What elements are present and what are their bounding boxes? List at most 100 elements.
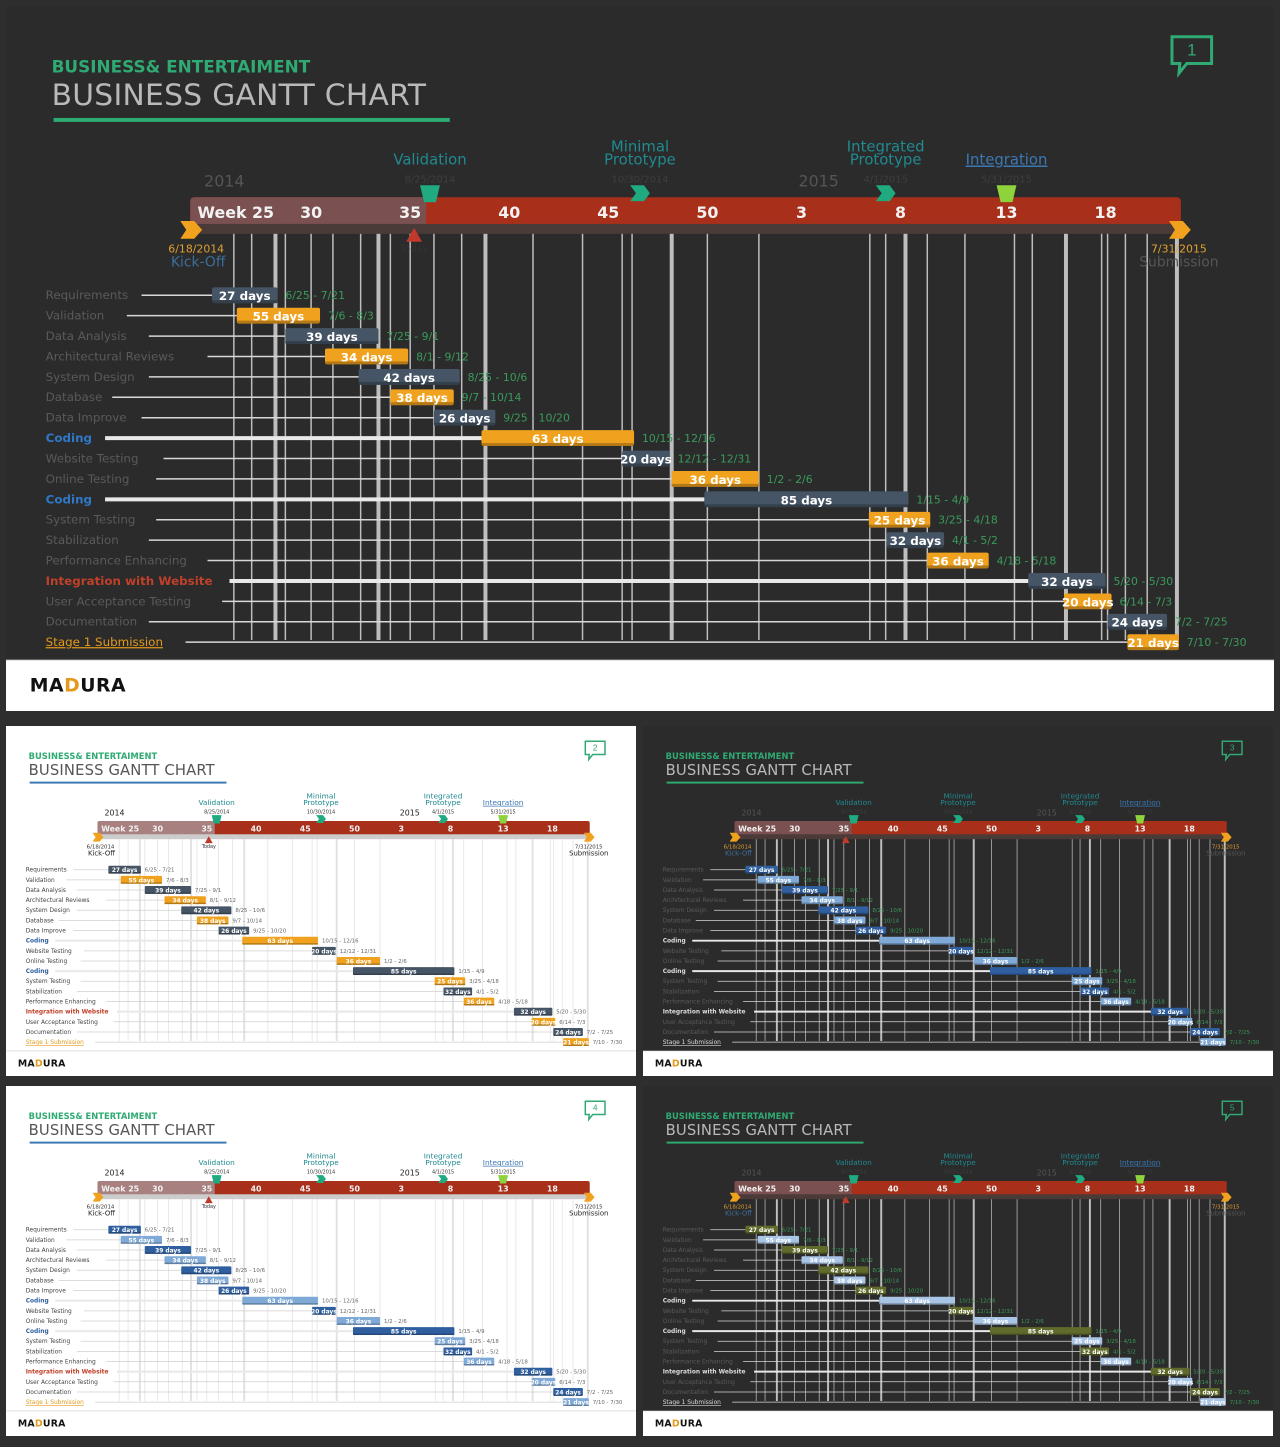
milestone-name: Integration <box>1120 798 1161 807</box>
task-bar <box>443 987 473 996</box>
task-row: Data Improve 26 days 9/25 - 10/20 <box>46 409 570 426</box>
comment-icon[interactable]: 4 <box>584 1100 607 1122</box>
milestone: Integration 5/31/2015 <box>483 1158 524 1184</box>
milestone-chevron-icon <box>953 1175 963 1183</box>
task-duration: 27 days <box>112 868 138 874</box>
slide-4[interactable]: BUSINESS& ENTERTAIMENT BUSINESS GANTT CHA… <box>6 1086 636 1436</box>
week-label: 40 <box>251 1184 262 1193</box>
comment-count: 4 <box>592 1103 598 1113</box>
week-label: 3 <box>796 203 807 222</box>
task-bar <box>781 886 829 894</box>
task-dates: 7/6 - 8/3 <box>803 1238 826 1244</box>
task-row: Data Analysis 39 days 7/25 - 9/1 <box>663 1246 858 1254</box>
slide-footer: MADURA <box>6 1410 636 1436</box>
comment-icon[interactable]: 2 <box>584 740 607 762</box>
start-date: 6/18/2014 <box>724 1205 752 1211</box>
milestone-chevron-icon <box>438 1175 448 1183</box>
title-underline <box>29 1141 227 1144</box>
milestone-date: 4/1/2015 <box>432 1170 454 1176</box>
slide-1[interactable]: BUSINESS& ENTERTAIMENT BUSINESS GANTT CHA… <box>6 6 1274 711</box>
comment-icon[interactable]: 1 <box>1169 34 1215 79</box>
slide-5[interactable]: BUSINESS& ENTERTAIMENT BUSINESS GANTT CHA… <box>643 1086 1273 1436</box>
task-name: Data Improve <box>26 1289 67 1295</box>
logo-accent: D <box>671 1418 680 1430</box>
task-dates: 8/25 - 10/6 <box>872 908 902 914</box>
milestone-date: 10/30/2014 <box>611 174 668 185</box>
task-bar <box>390 389 454 406</box>
slide-3[interactable]: BUSINESS& ENTERTAIMENT BUSINESS GANTT CHA… <box>643 726 1273 1076</box>
task-row: Architectural Reviews 34 days 8/1 - 9/12 <box>26 896 236 905</box>
task-dates: 1/15 - 4/9 <box>1095 969 1122 975</box>
task-row: Documentation 24 days 7/2 - 7/25 <box>46 613 1228 630</box>
task-dates: 9/25 - 10/20 <box>503 412 570 425</box>
week-label: 35 <box>838 1184 849 1193</box>
task-dates: 7/6 - 8/3 <box>166 878 189 884</box>
task-dates: 5/20 - 5/30 <box>556 1370 586 1376</box>
comment-icon[interactable]: 3 <box>1221 740 1244 762</box>
milestone-flag-icon <box>848 1175 859 1184</box>
task-bar <box>989 967 1092 976</box>
task-bar <box>622 450 670 467</box>
task-row: Data Analysis 39 days 7/25 - 9/1 <box>663 886 858 894</box>
milestone-date: 8/25/2014 <box>204 1170 229 1176</box>
task-dates: 1/15 - 4/9 <box>916 493 969 506</box>
milestone-name: Validation <box>393 150 466 168</box>
task-name: Architectural Reviews <box>26 1258 90 1264</box>
slide-subtitle: BUSINESS& ENTERTAIMENT <box>665 1111 795 1122</box>
week-label: 3 <box>398 1184 403 1193</box>
timeline-bar: Week 25 30 35 40 45 50 3 8 13 18 <box>734 820 1227 840</box>
end-arrow-icon <box>583 832 595 842</box>
task-dates: 7/10 - 7/30 <box>1187 636 1247 649</box>
comment-count: 2 <box>592 743 598 753</box>
task-duration: 32 days <box>520 1370 546 1376</box>
task-name: Data Improve <box>663 929 704 935</box>
task-dates: 4/1 - 5/2 <box>1113 1349 1136 1355</box>
task-duration: 21 days <box>1200 1041 1226 1047</box>
today-marker-icon <box>841 1196 850 1204</box>
task-duration: 21 days <box>1127 636 1179 650</box>
task-duration: 39 days <box>792 888 818 894</box>
task-dates: 7/6 - 8/3 <box>166 1238 189 1244</box>
task-dates: 1/2 - 2/6 <box>1021 959 1044 965</box>
task-bar <box>855 926 887 935</box>
slide-canvas: BUSINESS& ENTERTAIMENT BUSINESS GANTT CHA… <box>6 726 636 1051</box>
task-bar <box>324 348 409 365</box>
slide-2[interactable]: BUSINESS& ENTERTAIMENT BUSINESS GANTT CHA… <box>6 726 636 1076</box>
task-bar <box>144 1246 192 1254</box>
task-duration: 36 days <box>983 959 1009 965</box>
task-duration: 55 days <box>253 310 305 324</box>
task-name: Online Testing <box>46 472 130 486</box>
task-row: Coding 63 days 10/15 - 12/16 <box>663 936 996 945</box>
milestone-date: 4/1/2015 <box>863 174 907 185</box>
task-row: Online Testing 36 days 1/2 - 2/6 <box>46 470 813 487</box>
task-name: Integration with Website <box>663 1370 746 1376</box>
week-label: 50 <box>696 203 718 222</box>
task-duration: 32 days <box>445 990 471 996</box>
week-label: 18 <box>1095 203 1117 222</box>
task-row: Architectural Reviews 34 days 8/1 - 9/12 <box>663 1256 873 1265</box>
logo-accent: D <box>34 1058 43 1070</box>
comment-icon[interactable]: 5 <box>1221 1100 1244 1122</box>
logo-accent: D <box>34 1418 43 1430</box>
task-dates: 3/25 - 4/18 <box>938 514 998 527</box>
task-duration: 32 days <box>1157 1010 1183 1016</box>
today-label: Today <box>201 1204 216 1210</box>
week-label: 18 <box>547 824 558 833</box>
brand-logo: MADURA <box>655 1058 703 1069</box>
week-label: 30 <box>789 824 800 833</box>
task-duration: 42 days <box>383 371 435 385</box>
task-duration: 85 days <box>1028 1330 1054 1336</box>
task-row: System Testing 25 days 3/25 - 4/18 <box>663 977 1136 986</box>
task-bar <box>1150 1367 1190 1376</box>
brand-logo: MADURA <box>18 1058 66 1069</box>
task-name: Stabilization <box>46 533 119 547</box>
task-dates: 1/15 - 4/9 <box>458 969 485 975</box>
milestone-date: 8/25/2014 <box>841 1170 866 1176</box>
task-dates: 12/12 - 12/31 <box>340 1309 377 1315</box>
task-name: User Acceptance Testing <box>46 594 191 608</box>
task-duration: 85 days <box>391 1330 417 1336</box>
week-label: 35 <box>201 824 212 833</box>
task-duration: 26 days <box>858 929 884 935</box>
task-bar <box>973 957 1018 965</box>
milestone: Validation 8/25/2014 <box>198 798 235 824</box>
